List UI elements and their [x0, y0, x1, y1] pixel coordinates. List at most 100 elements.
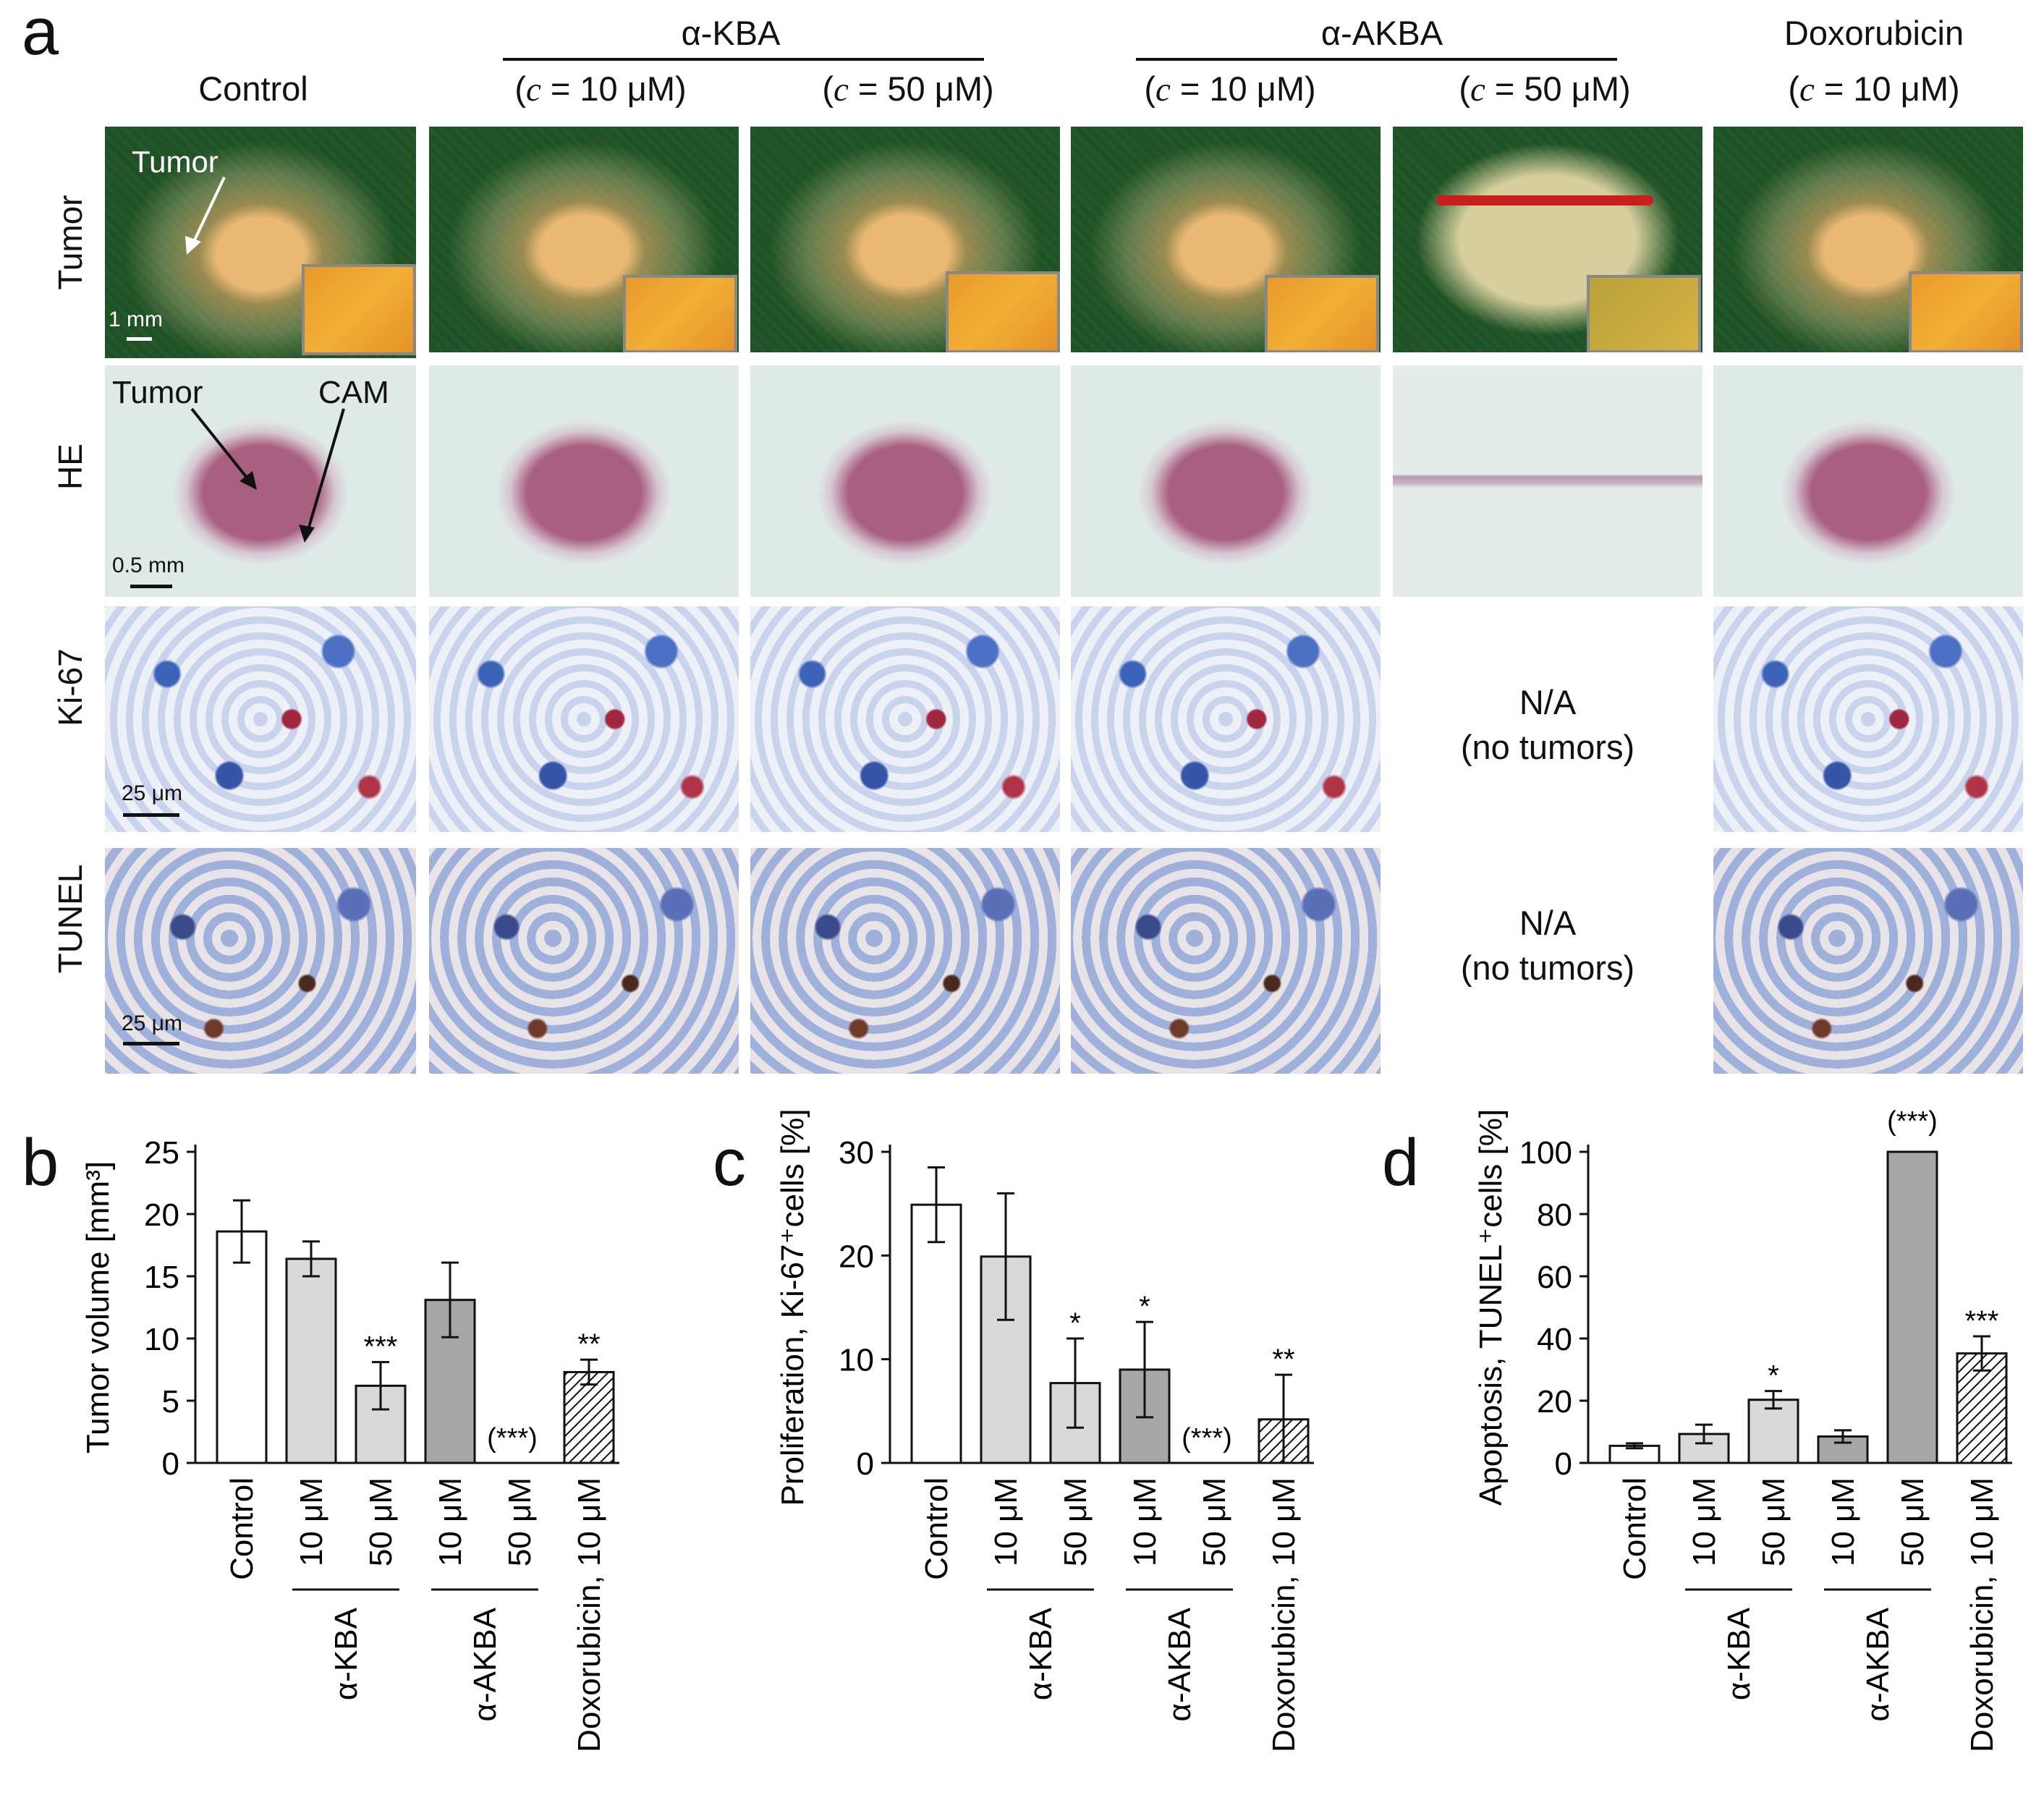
significance-label: ** — [1272, 1344, 1294, 1375]
he-image-control — [105, 365, 416, 597]
category-label: 10 μM — [294, 1477, 329, 1566]
category-label: Control — [224, 1477, 260, 1580]
tunel-image-control — [105, 848, 416, 1074]
he-tumor-label: Tumor — [112, 375, 203, 410]
panel-letter-d: d — [1382, 1126, 1420, 1200]
vessel-aakba-50 — [1436, 195, 1653, 205]
ki67-na-note: (no tumors) — [1460, 728, 1635, 766]
scale-text-tunel: 25 μm — [122, 1011, 182, 1035]
significance-label: *** — [364, 1331, 398, 1363]
category-label: 50 μM — [363, 1477, 399, 1566]
y-tick-label: 5 — [162, 1384, 179, 1420]
y-axis-label: Tumor volume [mm³] — [80, 1161, 116, 1454]
category-label: 50 μM — [1895, 1477, 1930, 1566]
header-akba-line — [503, 58, 984, 61]
y-axis-label: Apoptosis, TUNEL⁺cells [%] — [1473, 1109, 1509, 1506]
bar — [1956, 1352, 2008, 1464]
header-akba-50: (c = 50 μM) — [822, 69, 994, 109]
category-label: Doxorubicin, 10 μM — [1266, 1477, 1302, 1752]
he-image-aakba-10 — [1071, 365, 1381, 597]
y-tick-label: 10 — [144, 1322, 179, 1357]
row-label-he: HE — [51, 444, 89, 490]
scale-text-ki: 25 μm — [122, 781, 182, 805]
category-label: 10 μM — [988, 1477, 1024, 1566]
significance-label: (***) — [1182, 1423, 1232, 1454]
y-tick-label: 0 — [162, 1446, 179, 1482]
y-tick-label: 20 — [1537, 1384, 1572, 1420]
bar — [1886, 1150, 1938, 1464]
category-label: Control — [919, 1477, 954, 1580]
y-tick-label: 15 — [144, 1260, 179, 1295]
y-tick-label: 20 — [839, 1239, 874, 1274]
header-aakba-10: (c = 10 μM) — [1144, 69, 1316, 109]
bar — [910, 1203, 962, 1464]
category-label: 50 μM — [502, 1477, 538, 1566]
y-tick-label: 25 — [144, 1135, 179, 1171]
category-label: 10 μM — [1127, 1477, 1163, 1566]
group-label: α-AKBA — [467, 1607, 503, 1721]
tumor-photo-aakba-10 — [1071, 127, 1381, 352]
tumor-photo-aakba-50 — [1393, 127, 1702, 352]
tunel-na-aakba-50: N/A (no tumors) — [1393, 901, 1702, 990]
tunel-image-akba-10 — [429, 848, 739, 1074]
significance-label: *** — [1965, 1305, 1999, 1337]
tunel-na-text: N/A — [1519, 904, 1577, 942]
tumor-inset-akba-50 — [946, 271, 1060, 352]
bar — [563, 1370, 615, 1464]
category-label: 50 μM — [1756, 1477, 1791, 1566]
scale-bar-ki — [123, 813, 179, 817]
he-cam-label: CAM — [318, 375, 389, 410]
he-image-aakba-50 — [1393, 365, 1702, 597]
significance-label: (***) — [1887, 1106, 1938, 1137]
significance-label: (***) — [487, 1423, 538, 1454]
category-label: 10 μM — [1687, 1477, 1722, 1566]
significance-label: ** — [577, 1328, 600, 1360]
y-tick-label: 100 — [1519, 1135, 1572, 1171]
chart-b: 0 5 10 15 20 25 Tumor volume [mm³] Control 10 μM… — [80, 1135, 619, 1752]
row-label-tumor: Tumor — [51, 195, 89, 290]
tumor-photo-akba-10 — [429, 127, 739, 352]
panel-letter-c: c — [713, 1126, 746, 1200]
y-tick-label: 80 — [1537, 1197, 1572, 1233]
group-label: α-KBA — [1023, 1607, 1059, 1700]
ki67-image-akba-50 — [750, 606, 1060, 832]
scale-bar-he — [130, 585, 172, 588]
tunel-na-note: (no tumors) — [1460, 949, 1635, 987]
significance-label: * — [1139, 1291, 1150, 1323]
tumor-inset-control — [302, 264, 416, 355]
category-label: 50 μM — [1058, 1477, 1093, 1566]
tumor-photo-akba-50 — [750, 127, 1060, 352]
header-doxorubicin: Doxorubicin — [1784, 14, 1964, 52]
header-aakba: α-AKBA — [1320, 14, 1443, 52]
tunel-image-akba-50 — [750, 848, 1060, 1074]
ki67-image-akba-10 — [429, 606, 739, 832]
group-label: α-KBA — [328, 1607, 364, 1700]
tunel-image-aakba-10 — [1071, 848, 1381, 1074]
significance-label: * — [1069, 1307, 1081, 1339]
y-axis-label: Proliferation, Ki-67⁺cells [%] — [775, 1109, 810, 1506]
y-tick-label: 30 — [839, 1135, 874, 1171]
group-label: α-KBA — [1721, 1607, 1757, 1700]
group-label: α-AKBA — [1860, 1607, 1896, 1721]
ki67-na-text: N/A — [1519, 683, 1577, 721]
scale-text-tumor: 1 mm — [109, 307, 163, 331]
bar — [285, 1257, 337, 1464]
header-aakba-line — [1136, 58, 1617, 61]
tumor-inset-aakba-10 — [1265, 275, 1379, 352]
he-image-doxorubicin — [1713, 365, 2023, 597]
he-arrows — [190, 407, 345, 543]
chart-c: 0 10 20 30 Proliferation, Ki-67⁺cells [%] Con… — [775, 1109, 1314, 1752]
category-label: 10 μM — [433, 1477, 468, 1566]
scale-text-he: 0.5 mm — [112, 553, 185, 577]
panel-letter-b: b — [22, 1126, 59, 1200]
y-tick-label: 0 — [857, 1446, 874, 1482]
category-label: Control — [1617, 1477, 1653, 1580]
row-label-tunel: TUNEL — [51, 864, 89, 974]
he-image-akba-10 — [429, 365, 739, 597]
tumor-photo-doxorubicin — [1713, 127, 2023, 352]
bar — [216, 1230, 268, 1464]
ki67-image-aakba-10 — [1071, 606, 1381, 832]
category-label: 50 μM — [1197, 1477, 1232, 1566]
row-label-ki67: Ki-67 — [51, 648, 89, 726]
ki67-image-control — [105, 606, 416, 832]
